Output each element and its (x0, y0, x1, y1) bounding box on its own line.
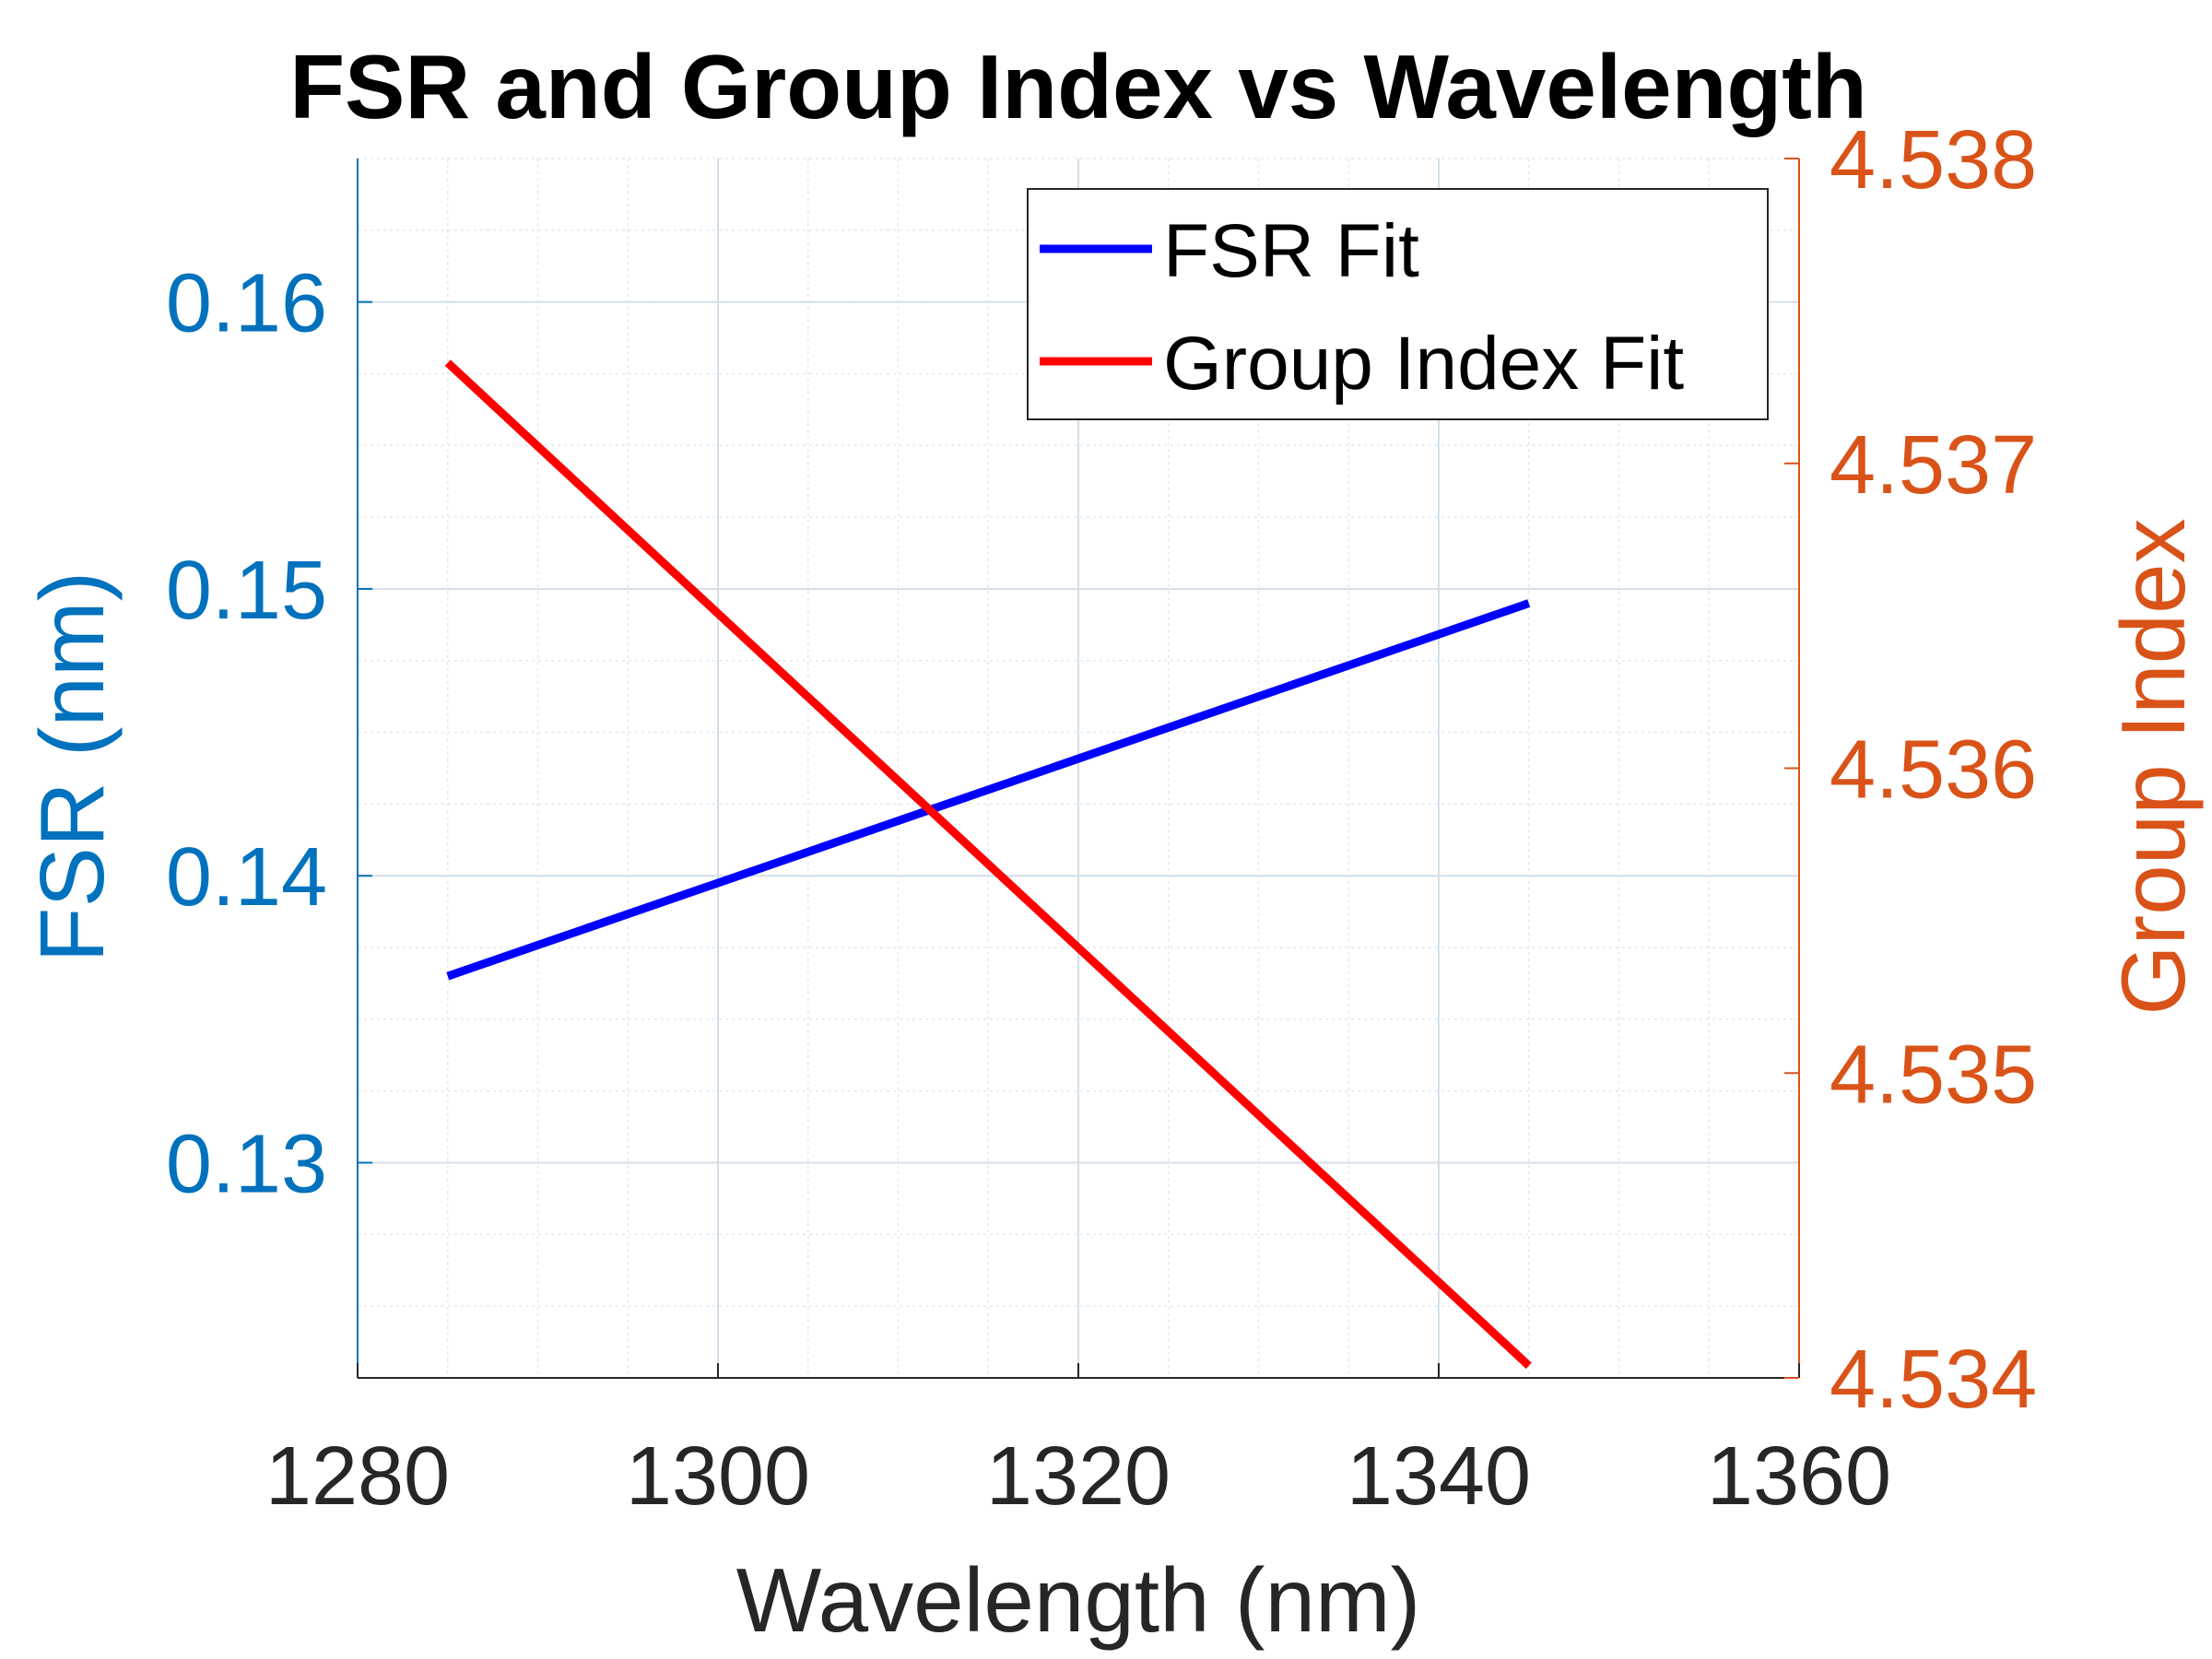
series-line-fsr-fit (446, 599, 1531, 981)
series (444, 359, 1532, 1370)
y-right-tick-label: 4.535 (1830, 1029, 2037, 1121)
legend-label-group-index-fit: Group Index Fit (1163, 322, 1684, 406)
y-left-tick-label: 0.14 (166, 831, 327, 924)
chart-title: FSR and Group Index vs Wavelength (289, 36, 1867, 137)
y-left-tick-label: 0.16 (166, 258, 327, 350)
y-left-tick-label: 0.13 (166, 1119, 327, 1211)
y-axis-right-label: Group Index (2102, 518, 2204, 1015)
y-left-tick-label: 0.15 (166, 545, 327, 637)
y-right-tick-label: 4.538 (1830, 114, 2037, 206)
x-tick-label: 1360 (1707, 1430, 1891, 1523)
legend-label-fsr-fit: FSR Fit (1163, 209, 1419, 293)
x-tick-label: 1300 (626, 1430, 810, 1523)
y-right-tick-label: 4.536 (1830, 724, 2037, 817)
legend: FSR Fit Group Index Fit (1027, 188, 1769, 420)
x-tick-label: 1340 (1347, 1430, 1531, 1523)
y-axis-left-label: FSR (nm) (21, 571, 123, 963)
x-tick-label: 1280 (265, 1430, 450, 1523)
legend-box (1027, 188, 1769, 420)
axes: 1280 1300 1320 1340 1360 0.13 0.14 0.15 0.16 4.53… (166, 114, 2037, 1523)
x-axis-label: Wavelength (nm) (736, 1549, 1421, 1651)
series-line-group-index-fit (444, 359, 1532, 1370)
y-right-tick-label: 4.534 (1830, 1334, 2037, 1426)
y-right-tick-label: 4.537 (1830, 419, 2037, 512)
x-tick-label: 1320 (986, 1430, 1171, 1523)
